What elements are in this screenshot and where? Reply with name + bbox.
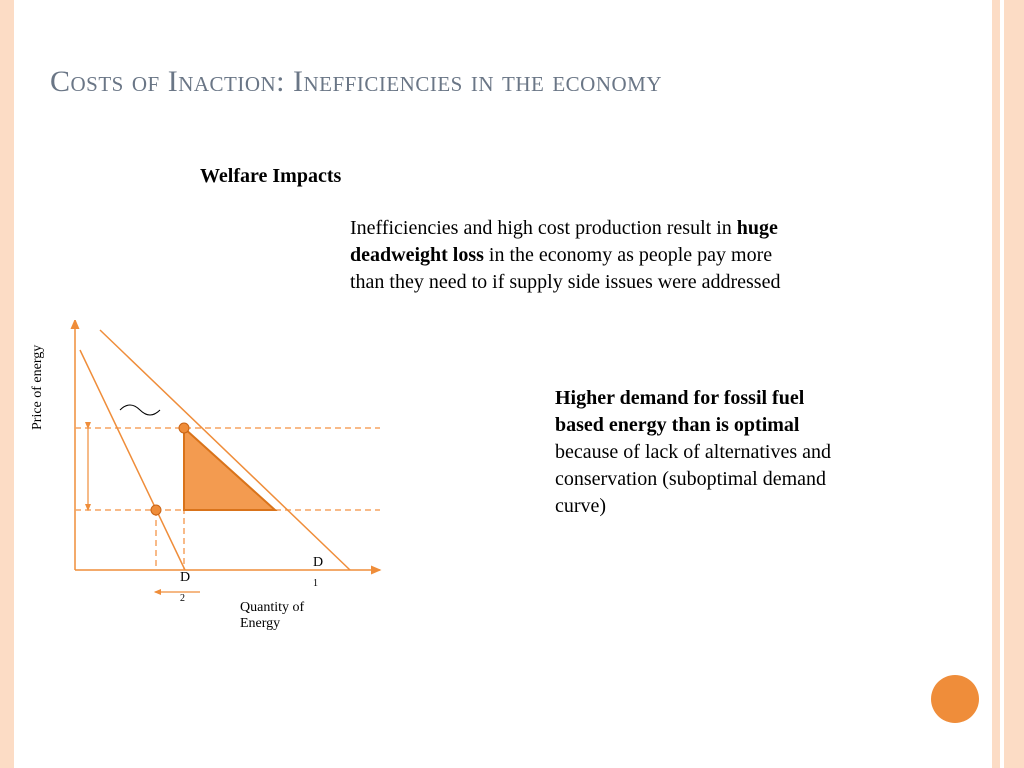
equilibrium-dot-high — [179, 423, 189, 433]
slide-border-left — [0, 0, 14, 768]
para1-pre: Inefficiencies and high cost production … — [350, 217, 737, 239]
slide-border-right-inner — [992, 0, 1000, 768]
deadweight-loss-triangle — [184, 428, 275, 510]
welfare-paragraph-2: Higher demand for fossil fuel based ener… — [555, 385, 855, 520]
para2-post: because of lack of alternatives and cons… — [555, 441, 831, 517]
welfare-paragraph-1: Inefficiencies and high cost production … — [350, 215, 790, 296]
para2-bold: Higher demand for fossil fuel based ener… — [555, 387, 804, 436]
curly-brace — [120, 405, 160, 415]
demand-chart — [40, 320, 410, 640]
slide-accent-circle — [931, 675, 979, 723]
demand-curve-d1 — [100, 330, 350, 570]
demand-curve-d2 — [80, 350, 185, 570]
slide-subtitle: Welfare Impacts — [200, 165, 341, 188]
equilibrium-dot-low — [151, 505, 161, 515]
slide-title: Costs of Inaction: Inefficiencies in the… — [50, 65, 662, 99]
slide-border-right-outer — [1004, 0, 1024, 768]
